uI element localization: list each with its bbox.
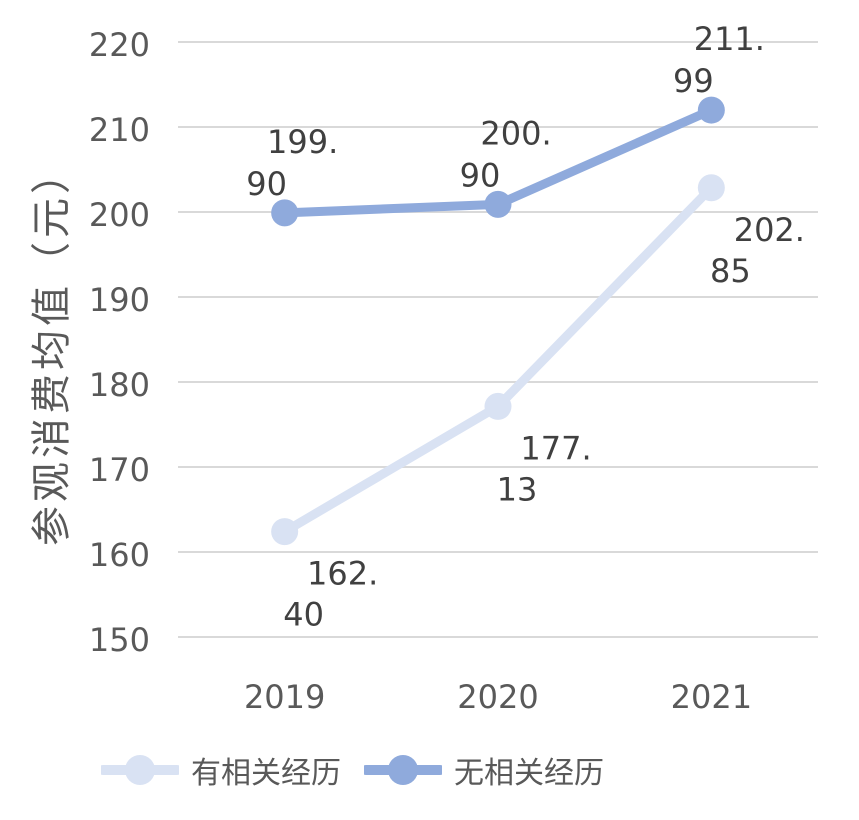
data-label: 199. (267, 123, 338, 161)
data-point-marker (271, 199, 299, 227)
legend-line-dot-marker (364, 755, 442, 785)
data-label: 200. (480, 114, 551, 152)
data-label: 99 (673, 62, 714, 100)
data-label: 85 (710, 252, 751, 290)
y-tick-label: 220 (89, 26, 150, 64)
legend-item: 无相关经历 (364, 748, 604, 792)
x-tick-label: 2021 (671, 678, 752, 716)
y-tick-label: 150 (89, 621, 150, 659)
data-label: 162. (307, 555, 378, 593)
legend-line-dot-marker (101, 755, 179, 785)
y-tick-label: 190 (89, 281, 150, 319)
data-point-marker (484, 392, 512, 420)
data-label: 177. (520, 429, 591, 467)
legend-label: 无相关经历 (454, 756, 604, 791)
y-tick-label: 160 (89, 536, 150, 574)
legend-label: 有相关经历 (191, 756, 341, 791)
data-point-marker (697, 96, 725, 124)
x-tick-label: 2019 (244, 678, 325, 716)
data-label: 202. (734, 211, 805, 249)
data-label: 13 (497, 470, 538, 508)
data-label: 90 (246, 165, 287, 203)
y-tick-label: 210 (89, 111, 150, 149)
data-label: 40 (283, 596, 324, 634)
x-tick-label: 2020 (457, 678, 538, 716)
legend: 有相关经历 无相关经历 (101, 748, 604, 792)
data-point-marker (271, 518, 299, 546)
data-label: 211. (694, 20, 765, 58)
y-tick-label: 170 (89, 451, 150, 489)
data-label: 90 (460, 156, 501, 194)
data-point-marker (697, 174, 725, 202)
legend-item: 有相关经历 (101, 748, 341, 792)
y-tick-label: 200 (89, 196, 150, 234)
data-point-marker (484, 190, 512, 218)
y-tick-label: 180 (89, 366, 150, 404)
